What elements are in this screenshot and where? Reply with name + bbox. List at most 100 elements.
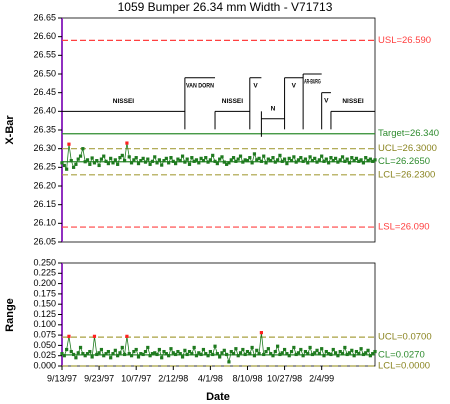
data-point	[65, 167, 69, 171]
x-tick-label: 8/10/98	[232, 373, 262, 383]
data-point	[276, 158, 280, 162]
data-point	[116, 162, 120, 166]
segment-label: V	[292, 82, 297, 89]
data-point	[331, 347, 335, 352]
data-point	[278, 153, 282, 157]
data-point	[169, 156, 173, 160]
data-point	[333, 351, 338, 355]
y-tick-label: 0.250	[33, 257, 56, 267]
segment-label: NISSEI	[342, 98, 364, 105]
data-point	[352, 159, 356, 163]
data-point	[287, 156, 291, 160]
data-point	[190, 352, 194, 356]
data-point	[197, 351, 201, 355]
data-point	[120, 345, 124, 350]
data-point	[134, 156, 138, 160]
data-point	[282, 347, 287, 352]
data-point	[90, 156, 94, 160]
data-point	[141, 352, 145, 357]
data-point	[255, 158, 259, 162]
data-point	[340, 352, 345, 356]
data-point	[178, 352, 182, 356]
data-point	[352, 354, 356, 358]
data-point	[169, 347, 173, 351]
data-point	[129, 161, 134, 165]
data-point	[113, 348, 117, 352]
data-point	[343, 159, 347, 163]
data-point	[143, 349, 148, 354]
data-point	[123, 352, 127, 357]
data-point	[76, 351, 80, 355]
data-point	[336, 160, 340, 164]
data-point	[329, 352, 333, 357]
data-point	[266, 347, 270, 351]
data-point	[187, 349, 192, 354]
data-point	[241, 160, 245, 164]
data-point	[215, 352, 219, 356]
data-point	[301, 159, 305, 163]
data-point	[97, 351, 101, 355]
data-point	[333, 156, 338, 160]
data-point	[155, 161, 159, 165]
data-point	[74, 162, 78, 166]
data-point	[373, 349, 377, 354]
data-point	[201, 347, 206, 352]
data-point	[155, 352, 159, 357]
data-point	[213, 159, 217, 163]
data-point	[213, 344, 217, 348]
data-point	[324, 349, 328, 354]
data-point	[192, 159, 196, 163]
y-tick-label: 26.15	[33, 199, 56, 209]
data-point	[185, 157, 189, 161]
data-point	[276, 344, 280, 348]
data-point	[336, 354, 340, 358]
data-point	[299, 347, 303, 352]
data-point	[192, 345, 196, 350]
data-point	[262, 352, 266, 357]
data-point	[294, 352, 298, 357]
data-point	[366, 348, 370, 352]
data-point	[106, 162, 110, 166]
data-point	[361, 161, 366, 165]
y-axis-label: X-Bar	[4, 115, 16, 145]
data-point	[174, 352, 178, 357]
data-line	[61, 332, 376, 364]
data-point	[236, 157, 240, 161]
data-point	[76, 157, 80, 161]
data-point	[178, 159, 182, 163]
x-tick-label: 2/12/98	[158, 373, 188, 383]
data-point	[327, 352, 331, 356]
data-point	[67, 334, 71, 338]
data-point	[157, 158, 161, 162]
data-point	[231, 352, 236, 356]
data-point	[338, 349, 342, 354]
data-point	[301, 354, 305, 358]
data-point	[255, 348, 259, 352]
y-tick-label: 26.50	[33, 68, 56, 78]
data-point	[116, 354, 120, 358]
data-point	[313, 351, 317, 355]
data-point	[368, 157, 372, 161]
data-point	[90, 355, 94, 359]
x-axis-label: Date	[206, 391, 230, 403]
data-point	[129, 354, 134, 358]
data-point	[164, 156, 168, 160]
data-point	[317, 158, 321, 162]
limit-label: UCL=0.0700	[378, 332, 432, 343]
data-point	[366, 159, 370, 163]
data-point	[350, 348, 354, 352]
data-line	[61, 143, 376, 171]
data-point	[252, 152, 257, 156]
data-point	[259, 159, 263, 163]
data-point	[204, 156, 208, 160]
data-point	[338, 158, 342, 162]
data-point	[359, 347, 363, 351]
data-point	[97, 163, 101, 168]
data-point	[220, 155, 224, 159]
data-point	[306, 161, 310, 165]
data-point	[69, 349, 73, 354]
data-point	[109, 356, 113, 360]
data-point	[60, 161, 64, 165]
data-point	[74, 356, 78, 360]
data-point	[174, 162, 178, 166]
